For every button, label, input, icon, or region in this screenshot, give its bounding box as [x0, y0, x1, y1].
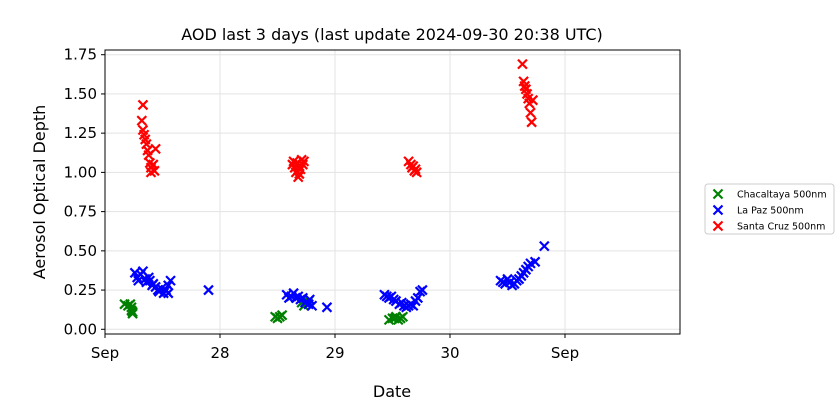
data-point [411, 167, 422, 178]
x-tick-label: 30 [440, 344, 459, 362]
x-tick-label: Sep [551, 344, 579, 362]
legend-marker [712, 220, 724, 232]
data-point [143, 272, 154, 283]
data-point [297, 159, 309, 170]
legend-marker [712, 204, 724, 216]
data-point [149, 165, 160, 177]
data-point [162, 287, 174, 299]
y-tick-label: 0.25 [64, 281, 97, 299]
series-0 [119, 295, 409, 326]
legend: Chacaltaya 500nm La Paz 500nm Santa Cruz 5… [704, 183, 835, 235]
data-point [298, 156, 310, 167]
data-point [417, 284, 428, 296]
x-tick-label: 29 [325, 344, 344, 362]
data-point [519, 80, 531, 92]
x-tick-label: Sep [91, 344, 119, 362]
x-axis-label: Date [373, 382, 411, 401]
data-point [525, 107, 536, 119]
y-tick-label: 1.25 [64, 124, 97, 142]
y-tick-label: 1.50 [64, 85, 97, 103]
data-point [517, 58, 528, 70]
data-point [203, 284, 214, 296]
series-1 [129, 240, 550, 313]
y-tick-label: 0.75 [64, 203, 97, 221]
data-point [412, 292, 424, 304]
legend-marker [712, 188, 724, 200]
legend-label: La Paz 500nm [737, 206, 804, 217]
data-point [165, 275, 176, 286]
data-point [127, 308, 138, 319]
legend-label: Santa Cruz 500nm [737, 222, 825, 233]
data-point [136, 115, 148, 126]
chart-title: AOD last 3 days (last update 2024-09-30 … [181, 25, 603, 44]
data-point [527, 94, 539, 106]
legend-box [704, 183, 835, 235]
data-point [529, 256, 541, 268]
y-axis-label: Aerosol Optical Depth [30, 105, 49, 280]
y-tick-label: 0.00 [64, 320, 97, 338]
y-tick-label: 0.50 [64, 242, 97, 260]
plot-points [119, 58, 550, 326]
data-point [526, 116, 537, 128]
data-point [306, 300, 318, 312]
series-2 [136, 58, 539, 183]
data-point [410, 163, 421, 175]
axes: 0.00 0.25 0.50 0.75 1.00 1.25 1.50 1.75 Sep 28 29 3… [64, 46, 580, 362]
data-point [292, 171, 304, 183]
data-point [276, 309, 288, 321]
y-tick-label: 1.00 [64, 163, 97, 181]
data-point [397, 311, 409, 323]
data-point [127, 306, 138, 318]
plot-frame [104, 49, 681, 335]
data-point [321, 302, 333, 313]
data-point [294, 168, 305, 180]
x-tick-label: 28 [210, 344, 229, 362]
legend-label: Chacaltaya 500nm [737, 190, 827, 201]
data-point [539, 240, 550, 252]
data-point [304, 294, 315, 305]
data-point [137, 99, 149, 111]
data-point [150, 143, 161, 155]
y-tick-label: 1.75 [64, 46, 97, 64]
